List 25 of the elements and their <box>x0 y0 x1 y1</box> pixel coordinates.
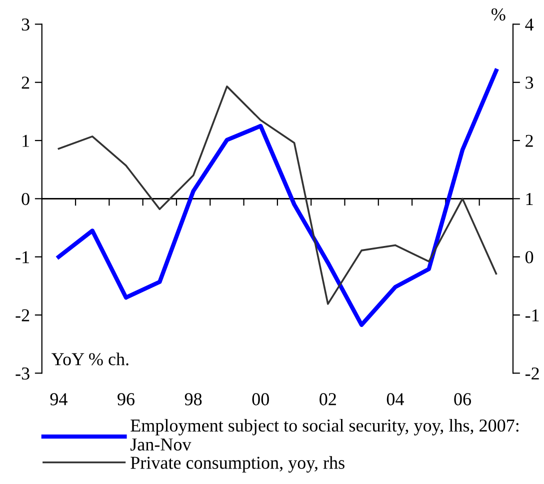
x-tick-label: 94 <box>50 393 68 406</box>
y-axis-title: YoY % ch. <box>52 352 128 366</box>
y2-tick-label: 4 <box>525 18 534 30</box>
y2-tick-label: 1 <box>526 193 533 205</box>
x-tick-label: 04 <box>386 393 404 406</box>
y2-tick-label: -1 <box>525 309 539 322</box>
x-tick-label: 06 <box>454 393 472 406</box>
y2-tick-label: 2 <box>526 134 533 147</box>
y-tick-label: 1 <box>22 134 29 147</box>
x-tick-label: 02 <box>320 393 336 406</box>
y-tick-label: 3 <box>22 18 30 31</box>
x-tick-label: 98 <box>184 393 202 406</box>
y2-tick-label: 3 <box>526 76 534 89</box>
legend-label: Employment subject to social security, yoy, lhs, 2007: Jan-Nov <box>130 418 518 451</box>
legend-label: Private consumption, yoy, rhs <box>130 456 344 473</box>
y-tick-label: -1 <box>16 251 29 264</box>
y2-tick-label: -2 <box>525 367 539 380</box>
y-tick-label: 2 <box>22 76 30 89</box>
y2-tick-label: 0 <box>525 251 534 264</box>
y2-axis-title: % <box>492 8 506 21</box>
y-tick-label: 0 <box>22 192 30 206</box>
x-tick-label: 00 <box>252 393 269 406</box>
y-tick-label: -2 <box>16 309 30 322</box>
y-tick-label: -3 <box>16 367 30 380</box>
x-tick-label: 96 <box>118 393 135 406</box>
